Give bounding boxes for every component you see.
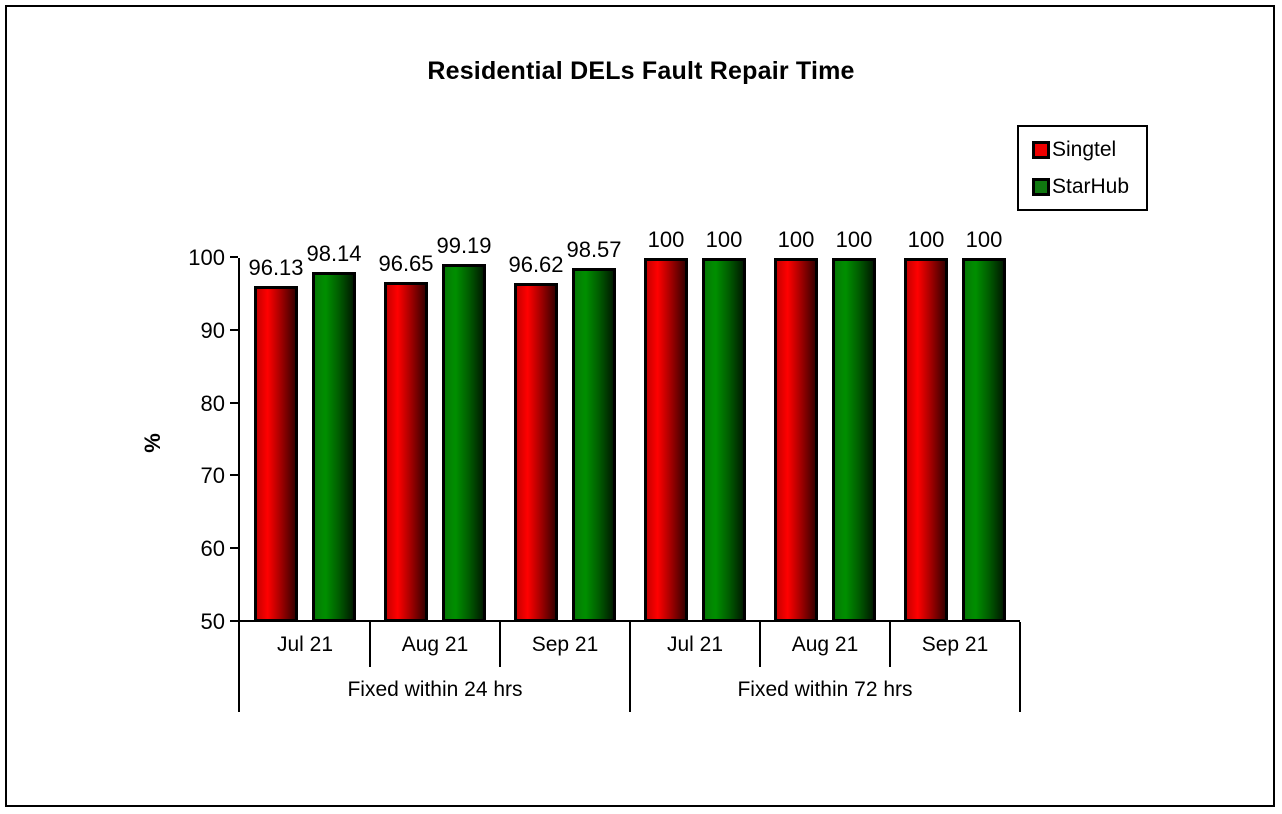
chart-title: Residential DELs Fault Repair Time [427,57,855,85]
bar-value-label: 96.13 [248,255,304,281]
bar-value-label: 100 [965,227,1003,252]
category-right-border [1019,622,1021,712]
x-category-label: Jul 21 [666,632,724,656]
singtel-bar [774,258,818,622]
singtel-bar [644,258,688,622]
y-tick-mark [230,256,238,258]
starhub-swatch-icon [1032,177,1050,196]
x-axis-line [240,620,1020,622]
month-separator-line [369,622,371,667]
starhub-bar [832,258,876,622]
group-separator-line [629,622,631,712]
bar-value-label: 100 [705,227,743,252]
singtel-bar [384,282,428,622]
legend-item-singtel: Singtel [1032,138,1144,162]
y-tick-mark [230,401,238,404]
starhub-bar [962,258,1006,622]
singtel-bar [254,286,298,622]
y-tick-label: 80 [200,390,225,416]
y-axis-line [238,258,240,712]
bar-value-label: 96.62 [508,251,564,277]
month-separator-line [499,622,501,667]
legend-label-singtel: Singtel [1052,137,1117,161]
x-group-label: Fixed within 72 hrs [737,677,913,701]
bar-value-label: 99.19 [436,232,492,258]
x-category-label: Sep 21 [921,632,989,656]
starhub-bar [572,268,616,622]
y-tick-label: 100 [188,245,225,270]
x-category-label: Aug 21 [401,632,469,656]
month-separator-line [759,622,761,667]
x-category-label: Jul 21 [276,632,334,656]
y-tick-mark [230,547,238,550]
singtel-bar [514,282,558,622]
y-tick-mark [230,620,238,622]
bar-value-label: 100 [777,227,815,252]
y-tick-label: 50 [200,609,225,634]
x-category-label: Sep 21 [531,632,599,656]
y-tick-label: 60 [200,536,225,562]
y-tick-label: 90 [200,317,225,343]
starhub-bar [442,263,486,622]
x-category-label: Aug 21 [791,632,859,656]
x-group-label: Fixed within 24 hrs [347,677,523,701]
starhub-bar [702,258,746,622]
legend-label-starhub: StarHub [1052,174,1130,198]
legend: Singtel StarHub [1017,125,1148,211]
bar-value-label: 98.14 [306,240,362,266]
y-tick-mark [230,328,238,331]
legend-item-starhub: StarHub [1032,175,1144,199]
bar-value-label: 100 [907,227,945,252]
singtel-swatch-icon [1032,140,1050,159]
bar-value-label: 100 [647,227,685,252]
bar-value-label: 100 [835,227,873,252]
month-separator-line [889,622,891,667]
y-tick-mark [230,474,238,477]
bar-value-label: 98.57 [566,237,622,263]
y-tick-label: 70 [200,463,225,489]
starhub-bar [312,271,356,622]
bar-value-label: 96.65 [378,251,434,277]
singtel-bar [904,258,948,622]
